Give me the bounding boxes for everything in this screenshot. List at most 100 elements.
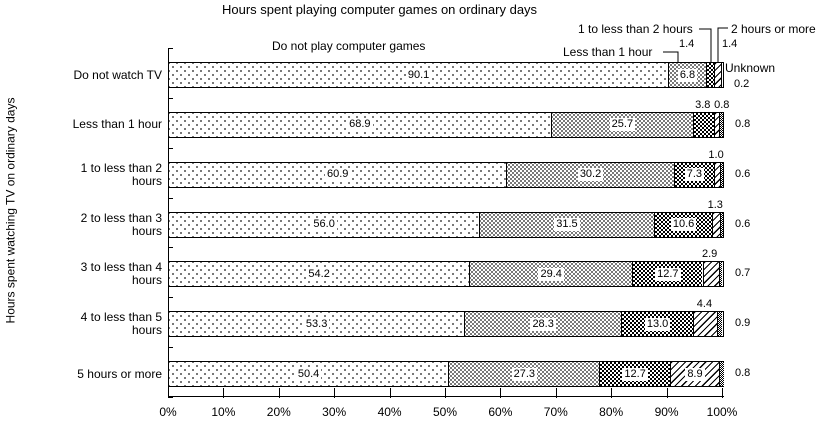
x-axis-tick-label: 100% (706, 405, 738, 419)
segment-value: 13.0 (644, 317, 671, 331)
legend-do-not-play-computer-games: Do not play computer games (272, 39, 426, 53)
bar-row: 60.9 30.2 7.3 (168, 161, 724, 188)
x-axis-tick-label: 70% (543, 405, 568, 419)
segment-value: 60.9 (324, 168, 351, 182)
segment-value: 27.3 (511, 367, 538, 381)
segment-value: 10.6 (670, 218, 697, 232)
segment-value-right: 0.9 (733, 317, 753, 331)
segment-value-right: 0.8 (733, 367, 753, 381)
category-label: 2 to less than 3 hours (80, 210, 162, 238)
x-axis-tick-label: 30% (322, 405, 347, 419)
x-axis-tick (334, 388, 336, 398)
segment-value: 29.4 (538, 267, 564, 281)
segment-value: 54.2 (306, 267, 332, 281)
bar-segment (702, 262, 719, 287)
bar-segment (719, 362, 724, 387)
y-axis-tick (168, 397, 173, 398)
bar-segment (693, 112, 715, 137)
callout-1-to-less-than-2-hours (699, 28, 712, 62)
bar-segment: 31.5 (479, 212, 654, 237)
x-axis-tick (445, 388, 446, 398)
legend-unknown: Unknown (725, 61, 776, 75)
segment-value: 12.7 (622, 367, 648, 381)
bar-segment: 10.6 (653, 212, 713, 237)
segment-value: 7.3 (684, 168, 705, 182)
legend-2-hours-or-more: 2 hours or more (731, 22, 816, 36)
bar-segment: 53.3 (169, 312, 465, 337)
row1-value-1-to-2-hours: 1.4 (679, 38, 695, 50)
bar-segment: 8.9 (669, 362, 720, 387)
bar-segment: 13.0 (621, 312, 694, 337)
bar-segment (718, 262, 723, 287)
bar-row: 56.0 31.5 10.6 (168, 211, 724, 238)
segment-value: 28.3 (530, 317, 556, 331)
y-axis-tick (168, 48, 173, 49)
segment-value-right: 0.7 (733, 267, 753, 281)
row1-value-unknown: 0.2 (734, 78, 750, 90)
x-axis-line (168, 396, 724, 397)
segment-value: 53.3 (303, 317, 330, 331)
bar-segment: 50.4 (169, 362, 449, 387)
bar-row: 54.2 29.4 12.7 (168, 261, 724, 288)
bar-segment (705, 63, 714, 87)
bar-row: 90.1 6.8 (168, 62, 724, 88)
bar-segment (714, 162, 720, 187)
bar-segment (719, 162, 723, 187)
category-label: 4 to less than 5 hours (80, 310, 162, 338)
x-axis-tick (500, 388, 502, 398)
category-label: Do not watch TV (73, 67, 163, 82)
segment-value-right: 0.8 (733, 117, 753, 131)
bar-segment: 7.3 (673, 162, 715, 187)
bar-segment (712, 212, 720, 237)
x-axis-tick-label: 20% (266, 405, 291, 419)
x-axis-tick (223, 388, 225, 398)
x-axis-tick (168, 388, 169, 398)
x-axis-tick (722, 388, 723, 398)
segment-value-right: 0.6 (733, 217, 753, 231)
x-axis-tick-label: 0% (159, 405, 177, 419)
bar-segment: 28.3 (464, 312, 622, 337)
category-label: 5 hours or more (77, 366, 162, 381)
bar-segment (721, 63, 723, 87)
segment-value: 30.2 (577, 168, 604, 182)
segment-value-above: 3.8 (693, 98, 713, 112)
bar-segment (714, 112, 719, 137)
category-label: 1 to less than 2 hours (80, 160, 162, 188)
segment-value-above: 1.3 (705, 198, 725, 212)
x-axis-tick (555, 388, 557, 398)
bar-segment (719, 212, 723, 237)
x-axis-tick (611, 388, 613, 398)
callout-less-than-1-hour (663, 51, 679, 62)
x-axis-tick-label: 60% (488, 405, 513, 419)
segment-value: 12.7 (655, 267, 681, 281)
x-axis-tick (278, 388, 280, 398)
bar-row: 53.3 28.3 13.0 (168, 311, 724, 338)
x-axis-tick (666, 388, 668, 398)
bar-segment: 27.3 (448, 362, 600, 387)
segment-value: 6.8 (677, 68, 698, 82)
bar-row: 68.9 25.7 (168, 111, 724, 138)
bar-segment: 68.9 (169, 112, 551, 137)
bar-segment: 29.4 (469, 262, 633, 287)
x-axis-tick-label: 50% (432, 405, 458, 419)
segment-value-above: 0.8 (712, 98, 732, 112)
segment-value-above: 1.0 (706, 148, 726, 162)
bar-segment: 12.7 (599, 362, 670, 387)
category-label: Less than 1 hour (72, 117, 162, 132)
bar-segment: 25.7 (550, 112, 694, 137)
y-axis-tick (168, 247, 173, 249)
segment-value-above: 2.9 (700, 248, 720, 262)
y-axis-tick (168, 197, 173, 199)
legend-less-than-1-hour: Less than 1 hour (563, 45, 653, 59)
bar-segment (718, 112, 723, 137)
x-axis-tick-label: 40% (377, 405, 402, 419)
bar-segment (717, 312, 723, 337)
y-axis-tick (168, 147, 173, 149)
bar-segment: 54.2 (169, 262, 470, 287)
bar-segment: 6.8 (668, 63, 706, 87)
bar-segment: 30.2 (506, 162, 674, 187)
y-axis-tick (168, 97, 173, 99)
x-axis-tick-label: 90% (654, 405, 679, 419)
category-label: 3 to less than 4 hours (80, 260, 162, 288)
